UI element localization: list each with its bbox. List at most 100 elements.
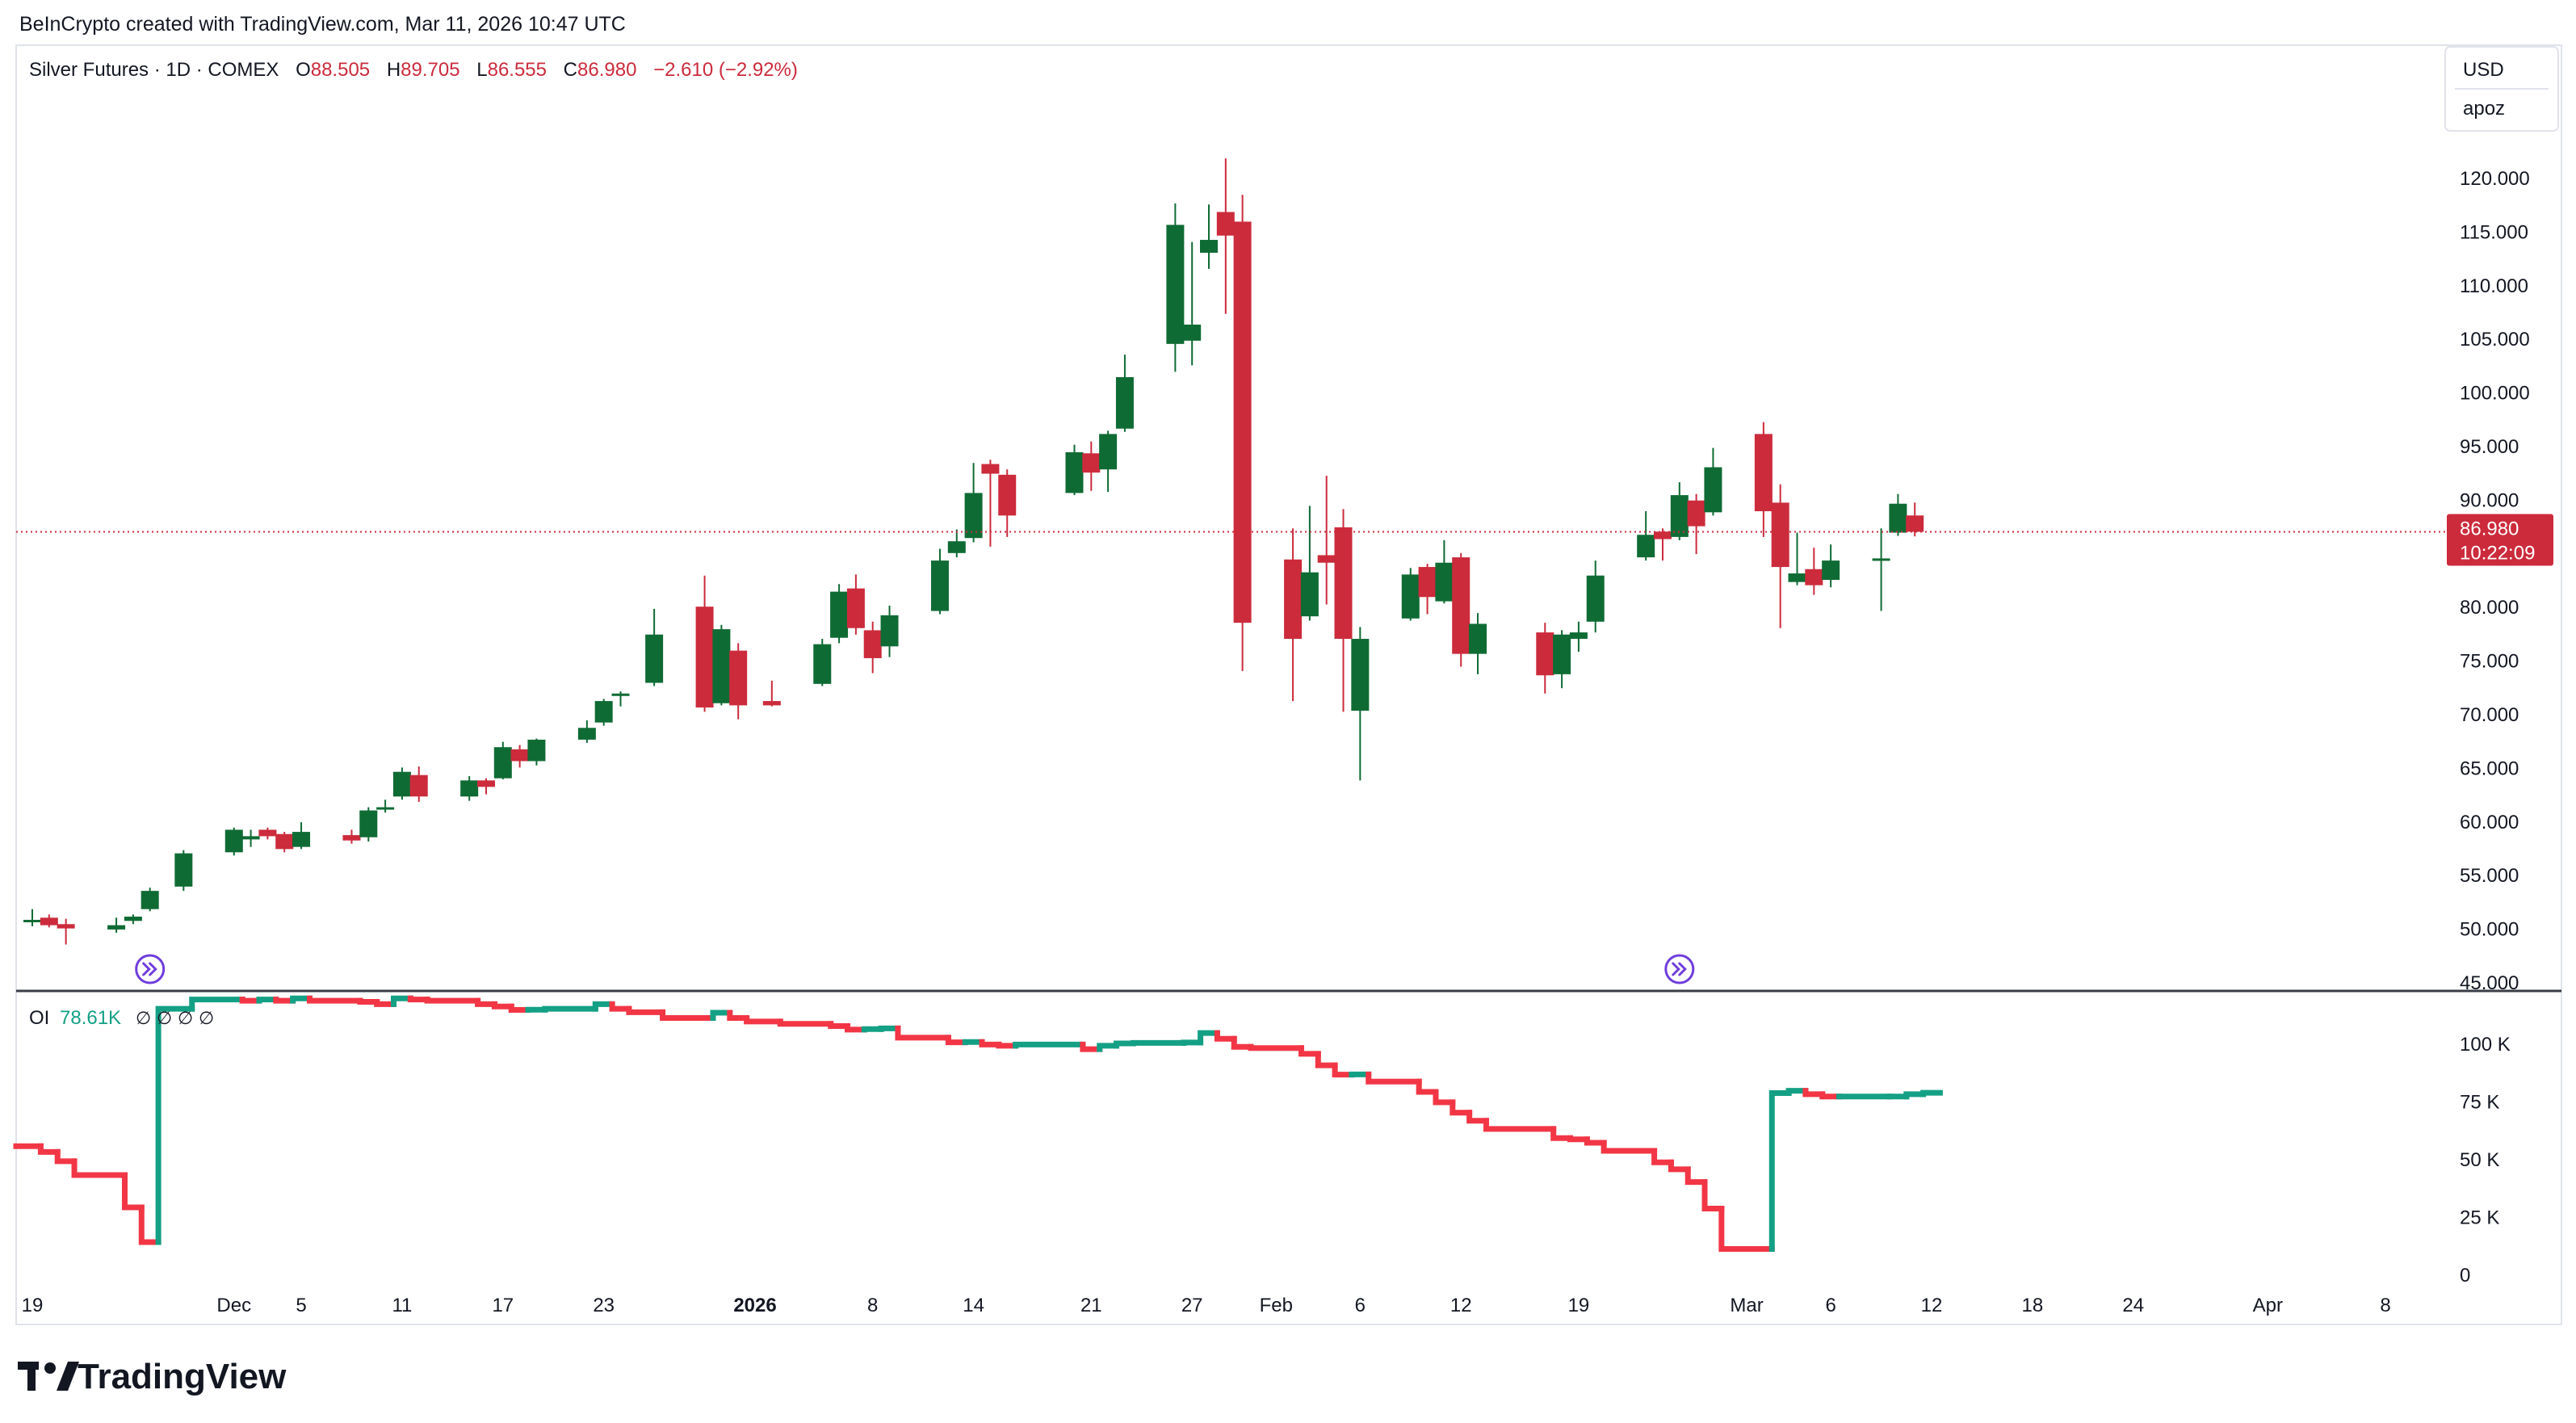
candle[interactable] [224, 827, 243, 856]
candle[interactable] [1418, 564, 1437, 615]
candle[interactable] [1216, 158, 1235, 314]
candle[interactable] [947, 529, 966, 558]
candle[interactable] [527, 738, 546, 766]
candle[interactable] [1065, 444, 1084, 496]
candle[interactable] [1704, 447, 1722, 516]
price-axis[interactable]: 120.000 115.000 110.000 105.000 100.000 95.00… [2460, 168, 2530, 994]
tradingview-logo[interactable]: TradingView [18, 1357, 287, 1396]
candle[interactable] [460, 776, 479, 801]
candle[interactable] [846, 574, 865, 635]
candle[interactable] [376, 800, 395, 813]
candle[interactable] [359, 807, 378, 842]
candle[interactable] [1115, 355, 1134, 432]
candle[interactable] [141, 888, 159, 912]
candle[interactable] [1300, 506, 1319, 621]
currency-label[interactable]: USD [2463, 59, 2504, 81]
candle[interactable] [174, 850, 193, 892]
candle[interactable] [275, 832, 294, 853]
candle[interactable] [124, 914, 142, 925]
candle[interactable] [930, 548, 949, 615]
candle[interactable] [1788, 532, 1806, 586]
candle[interactable] [23, 909, 41, 926]
candle[interactable] [880, 605, 899, 657]
candle[interactable] [1670, 482, 1689, 540]
candle-body [830, 591, 849, 638]
candle[interactable] [1653, 528, 1672, 561]
candle[interactable] [57, 918, 75, 945]
candle[interactable] [258, 827, 277, 840]
candle[interactable] [1872, 528, 1890, 611]
candle[interactable] [762, 680, 781, 707]
candle[interactable] [695, 575, 714, 712]
candle[interactable] [1469, 613, 1487, 674]
candle[interactable] [241, 829, 260, 847]
candle[interactable] [1569, 621, 1588, 652]
candle[interactable] [1536, 623, 1554, 694]
candle[interactable] [1805, 548, 1823, 595]
oi-axis[interactable]: 100 K 75 K 50 K 25 K 0 [2460, 1034, 2511, 1287]
candle[interactable] [1166, 203, 1185, 372]
candle-body [1704, 467, 1722, 513]
candle[interactable] [577, 720, 596, 743]
candle[interactable] [981, 460, 1000, 547]
low-value: 86.555 [488, 59, 547, 81]
event-markers[interactable] [135, 954, 1695, 984]
candle[interactable] [1889, 493, 1907, 536]
candle[interactable] [712, 624, 731, 706]
candle[interactable] [863, 621, 882, 674]
candle[interactable] [1183, 241, 1202, 366]
oi-step-segment [391, 995, 413, 1007]
price-pane[interactable] [23, 158, 1924, 945]
candle[interactable] [342, 829, 361, 844]
oi-legend[interactable]: OI 78.61K ∅ ∅ ∅ ∅ [29, 1007, 214, 1029]
oi-pane[interactable] [13, 995, 1943, 1253]
currency-box[interactable]: USD apoz [2444, 46, 2559, 132]
candle-body [1771, 502, 1789, 568]
candle[interactable] [476, 778, 495, 795]
candle[interactable] [409, 766, 428, 802]
candle[interactable] [729, 643, 748, 720]
candle[interactable] [1586, 560, 1605, 633]
candle[interactable] [493, 741, 512, 780]
candle[interactable] [1553, 630, 1571, 689]
symbol-name[interactable]: Silver Futures · 1D · COMEX [29, 59, 279, 81]
candle[interactable] [1435, 539, 1454, 604]
candle[interactable] [594, 699, 613, 726]
candle[interactable] [645, 608, 664, 686]
candle[interactable] [611, 691, 630, 707]
candle[interactable] [1687, 493, 1705, 555]
candle[interactable] [1334, 509, 1353, 712]
candle[interactable] [998, 469, 1017, 537]
candle[interactable] [107, 917, 126, 933]
candle[interactable] [40, 914, 58, 928]
dividend-arrow-icon[interactable] [1664, 954, 1695, 984]
time-axis[interactable]: 19 Dec 5 11 17 23 2026 8 14 21 27 Feb 6 12 19 Mar 6 12 18 2… [22, 1295, 2391, 1316]
candle[interactable] [830, 584, 849, 644]
candle[interactable] [813, 639, 832, 686]
candle-body [1687, 500, 1705, 527]
candle[interactable] [1317, 476, 1336, 605]
candle[interactable] [1401, 568, 1420, 621]
candle[interactable] [1200, 204, 1218, 269]
oi-step-segment [777, 1018, 834, 1027]
candle[interactable] [392, 767, 411, 800]
candle[interactable] [1233, 195, 1252, 671]
dividend-arrow-icon[interactable] [135, 954, 166, 984]
candle[interactable] [1822, 544, 1840, 588]
candle[interactable] [510, 745, 529, 768]
candle[interactable] [1351, 627, 1370, 781]
candle-body [1351, 639, 1370, 712]
candle[interactable] [1637, 511, 1655, 561]
candle[interactable] [1754, 422, 1773, 537]
candle[interactable] [1284, 528, 1303, 702]
candle[interactable] [964, 463, 983, 543]
candle[interactable] [292, 822, 311, 850]
candle[interactable] [1906, 502, 1924, 537]
candle[interactable] [1452, 552, 1471, 667]
candle[interactable] [1099, 430, 1118, 493]
candle[interactable] [1771, 484, 1789, 628]
candle[interactable] [1082, 441, 1101, 491]
scale-mode-label[interactable]: apoz [2463, 98, 2505, 120]
oi-step-segment [1450, 1099, 1473, 1116]
